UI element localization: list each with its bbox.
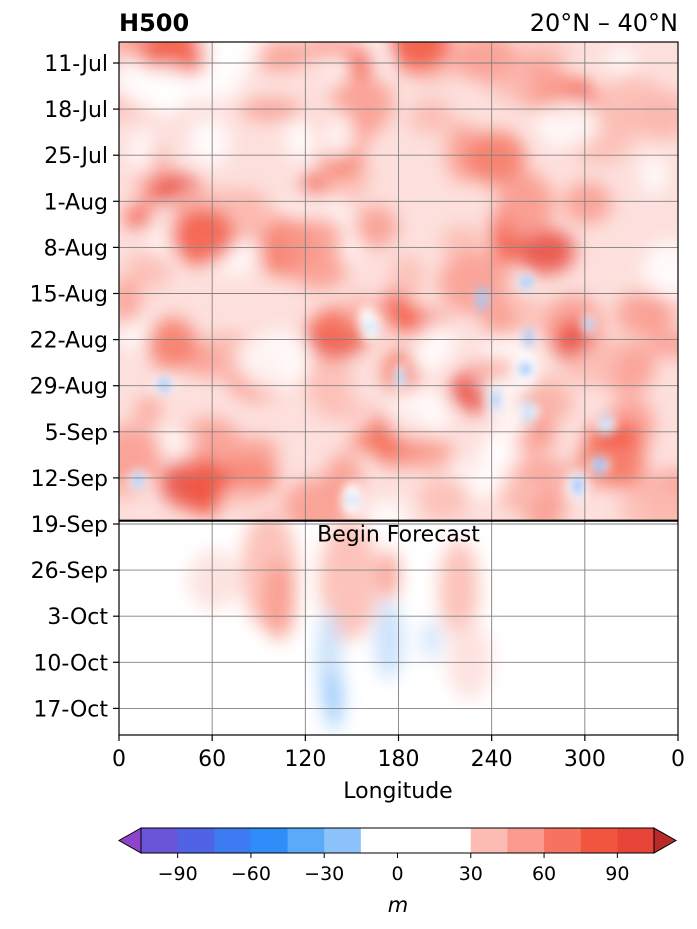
colorbar-segment [470, 828, 508, 853]
x-tick-label: 120 [284, 747, 326, 772]
x-tick-label: 180 [378, 747, 420, 772]
y-tick-label: 11-Jul [44, 52, 108, 77]
colorbar-tick-label: 60 [532, 863, 556, 885]
colorbar-segment [141, 828, 179, 853]
x-tick-label: 0 [671, 747, 685, 772]
y-tick-label: 25-Jul [44, 144, 108, 169]
colorbar-tick-label: −30 [304, 863, 344, 885]
y-tick-label: 18-Jul [44, 98, 108, 123]
colorbar-segment [507, 828, 545, 853]
y-tick-label: 10-Oct [33, 651, 108, 676]
colorbar: −90 −60 −30 0 30 60 90 [117, 827, 678, 885]
y-tick-label: 17-Oct [33, 697, 108, 722]
colorbar-tick-label: −90 [158, 863, 198, 885]
colorbar-extend-low [117, 827, 142, 854]
x-tick-label: 60 [198, 747, 226, 772]
x-axis: 0 60 120 180 240 300 0 [112, 735, 685, 772]
colorbar-segment [544, 828, 582, 853]
y-tick-label: 12-Sep [31, 467, 108, 492]
x-tick-label: 240 [471, 747, 513, 772]
y-tick-label: 15-Aug [30, 283, 108, 308]
colorbar-segment [434, 828, 472, 853]
colorbar-tick-label: 90 [605, 863, 629, 885]
anomaly-field [119, 42, 678, 735]
x-axis-label: Longitude [343, 779, 452, 804]
colorbar-tick-label: 0 [391, 863, 403, 885]
y-tick-label: 8-Aug [44, 236, 108, 261]
colorbar-segment [250, 828, 289, 853]
y-tick-label: 19-Sep [31, 513, 108, 538]
y-tick-label: 3-Oct [47, 605, 108, 630]
y-tick-label: 22-Aug [30, 329, 108, 354]
y-axis: 11-Jul 18-Jul 25-Jul 1-Aug 8-Aug 15-Aug 22-Aug… [30, 52, 119, 722]
colorbar-segment [360, 828, 435, 853]
forecast-label: Begin Forecast [317, 523, 480, 548]
x-tick-label: 0 [112, 747, 126, 772]
colorbar-tick-label: −60 [231, 863, 271, 885]
y-tick-label: 1-Aug [44, 190, 108, 215]
colorbar-extend-high [653, 827, 678, 854]
colorbar-segment [214, 828, 252, 853]
colorbar-segment [287, 828, 325, 853]
y-tick-label: 26-Sep [31, 559, 108, 584]
chart-title-right: 20°N – 40°N [530, 9, 678, 37]
colorbar-segment [324, 828, 362, 853]
x-tick-label: 300 [564, 747, 606, 772]
colorbar-tick-label: 30 [459, 863, 483, 885]
y-tick-label: 29-Aug [30, 375, 108, 400]
colorbar-segment [617, 828, 655, 853]
chart-title-left: H500 [119, 9, 189, 37]
colorbar-segment [580, 828, 618, 853]
colorbar-label: m [388, 893, 408, 917]
y-tick-label: 5-Sep [45, 421, 108, 446]
colorbar-segment [177, 828, 215, 853]
